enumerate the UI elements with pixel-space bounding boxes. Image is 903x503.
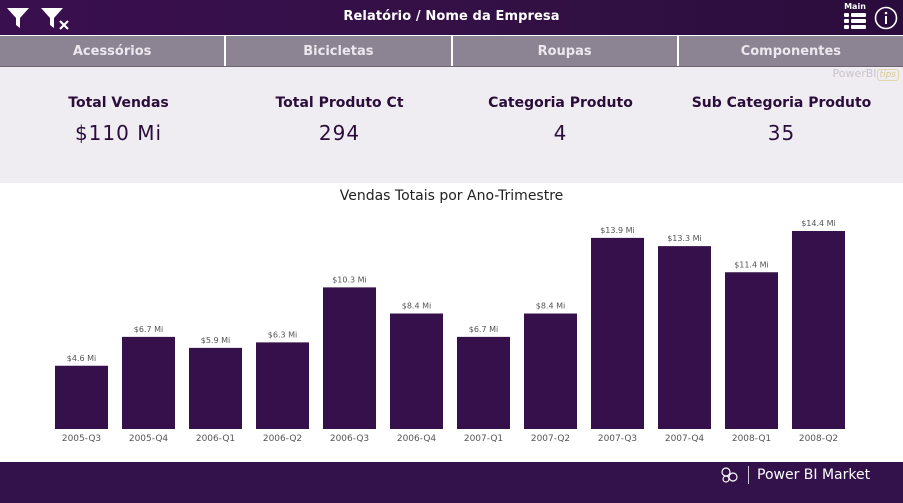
x-tick-label: 2005-Q3 <box>62 434 101 444</box>
data-label: $14.4 Mi <box>801 219 836 228</box>
x-tick-label: 2007-Q1 <box>464 434 503 444</box>
x-tick-label: 2007-Q3 <box>598 434 637 444</box>
data-label: $8.4 Mi <box>536 302 565 311</box>
data-label: $13.3 Mi <box>667 234 702 243</box>
x-tick-label: 2008-Q2 <box>799 434 838 444</box>
x-tick-label: 2008-Q1 <box>732 434 771 444</box>
chart-title: Vendas Totais por Ano-Trimestre <box>339 188 564 204</box>
x-tick-label: 2006-Q3 <box>330 434 369 444</box>
footer-bar: Power BI Market <box>0 462 903 503</box>
kpi-value: 294 <box>318 121 361 145</box>
watermark-text: PowerBI <box>832 67 877 80</box>
filter-icon[interactable] <box>6 6 30 30</box>
bar-2006-Q4[interactable] <box>390 313 443 430</box>
kpi-value: 4 <box>553 121 568 145</box>
kpi-label: Total Produto Ct <box>275 95 404 111</box>
tab-bicicletas[interactable]: Bicicletas <box>226 35 453 66</box>
kpi-total-vendas: Total Vendas $110 Mi <box>6 95 231 145</box>
x-tick-label: 2007-Q2 <box>531 434 570 444</box>
power-bi-market-logo-icon <box>721 467 738 483</box>
main-menu-button[interactable]: Main <box>841 3 869 33</box>
data-label: $4.6 Mi <box>67 354 96 363</box>
kpi-categoria-produto: Categoria Produto 4 <box>448 95 673 145</box>
footer-brand: Power BI Market <box>720 466 870 484</box>
x-tick-label: 2007-Q4 <box>665 434 705 444</box>
x-tick-label: 2005-Q4 <box>129 434 169 444</box>
page-title: Relatório / Nome da Empresa <box>343 9 560 24</box>
kpi-band: PowerBI tips Total Vendas $110 Mi Total P… <box>0 67 903 183</box>
kpi-sub-categoria-produto: Sub Categoria Produto 35 <box>669 95 894 145</box>
category-tabs: Acessórios Bicicletas Roupas Componentes <box>0 35 903 67</box>
bar-2005-Q3[interactable] <box>55 365 108 429</box>
tab-acessorios[interactable]: Acessórios <box>0 35 227 66</box>
bar-2006-Q2[interactable] <box>256 342 309 429</box>
info-icon[interactable] <box>874 6 898 30</box>
kpi-label: Sub Categoria Produto <box>691 95 872 111</box>
data-label: $10.3 Mi <box>332 275 367 284</box>
bar-2005-Q4[interactable] <box>122 336 175 429</box>
tab-roupas[interactable]: Roupas <box>452 35 679 66</box>
bar-2007-Q3[interactable] <box>591 237 644 429</box>
data-label: $6.3 Mi <box>268 330 297 339</box>
x-tick-label: 2006-Q4 <box>397 434 437 444</box>
main-menu-label: Main <box>844 2 866 11</box>
data-label: $11.4 Mi <box>734 260 769 269</box>
bar-2006-Q3[interactable] <box>323 287 376 429</box>
list-menu-icon <box>844 13 866 29</box>
bar-2007-Q1[interactable] <box>457 336 510 429</box>
watermark-tips: tips <box>876 69 899 81</box>
data-label: $13.9 Mi <box>600 226 635 235</box>
data-label: $6.7 Mi <box>134 325 163 334</box>
footer-brand-label: Power BI Market <box>757 467 871 483</box>
powerbi-tips-watermark: PowerBI tips <box>832 67 899 81</box>
kpi-value: 35 <box>767 121 796 145</box>
bar-2006-Q1[interactable] <box>189 347 242 429</box>
tab-componentes[interactable]: Componentes <box>678 35 903 66</box>
x-tick-label: 2006-Q2 <box>263 434 302 444</box>
bar-2007-Q4[interactable] <box>658 246 711 429</box>
header-bar: Relatório / Nome da Empresa Main <box>0 0 903 35</box>
bar-2007-Q2[interactable] <box>524 313 577 430</box>
bar-2008-Q2[interactable] <box>792 231 845 429</box>
sales-bar-chart: $4.6 Mi 2005-Q3 $6.7 Mi 2005-Q4 $5.9 Mi 2006-… <box>55 219 845 444</box>
data-label: $5.9 Mi <box>201 336 230 345</box>
kpi-value: $110 Mi <box>74 121 163 145</box>
data-label: $6.7 Mi <box>469 325 498 334</box>
bar-2008-Q1[interactable] <box>725 272 778 429</box>
kpi-total-produto: Total Produto Ct 294 <box>227 95 452 145</box>
kpi-label: Total Vendas <box>68 95 169 111</box>
clear-filter-icon[interactable] <box>40 6 70 30</box>
data-label: $8.4 Mi <box>402 302 431 311</box>
kpi-label: Categoria Produto <box>488 95 633 111</box>
x-tick-label: 2006-Q1 <box>196 434 235 444</box>
